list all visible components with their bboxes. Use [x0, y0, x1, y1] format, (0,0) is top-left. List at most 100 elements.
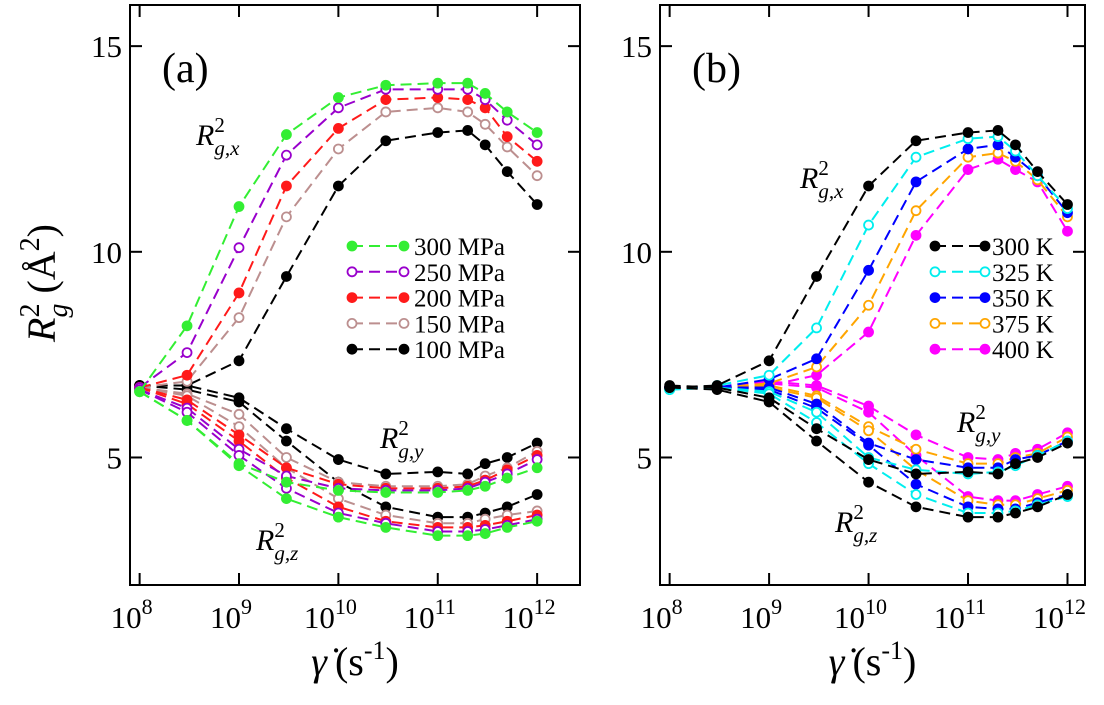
data-point	[1010, 139, 1021, 151]
annotation-part: R	[379, 422, 398, 455]
x-tick-label: 1010	[304, 594, 357, 635]
x-axis-label-part: )	[386, 639, 399, 684]
data-point	[811, 406, 822, 418]
legend-label: 300 MPa	[414, 234, 505, 261]
legend-marker	[979, 343, 991, 355]
data-point	[462, 530, 474, 542]
data-point	[962, 511, 974, 523]
data-point	[432, 102, 444, 114]
data-point	[1032, 452, 1043, 463]
data-point	[863, 326, 874, 338]
data-point	[332, 511, 344, 523]
data-point	[863, 454, 874, 465]
series-line	[139, 388, 538, 492]
data-point	[479, 480, 491, 492]
data-point	[811, 353, 822, 365]
annotation-part: R	[956, 406, 975, 439]
data-point	[332, 484, 344, 496]
data-point	[531, 170, 543, 182]
annotation-part: g,y	[398, 439, 424, 463]
annotation-part: R	[834, 506, 853, 539]
data-point	[432, 530, 444, 542]
data-point	[501, 452, 513, 463]
data-point	[380, 135, 392, 147]
x-tick-label: 1012	[503, 594, 556, 635]
legend-marker	[979, 240, 991, 252]
data-point	[910, 489, 922, 500]
data-point	[910, 468, 922, 480]
x-tick-label: 108	[111, 594, 153, 635]
data-point	[432, 77, 444, 89]
data-point	[332, 180, 344, 192]
legend-marker	[346, 317, 358, 329]
data-point	[233, 408, 245, 420]
x-tick-label-part: 12	[1064, 594, 1086, 619]
legend-marker	[398, 343, 410, 355]
data-point	[479, 118, 491, 130]
data-point	[479, 88, 491, 99]
annotation-part: 2	[214, 113, 225, 137]
data-point	[1062, 225, 1073, 237]
data-point	[811, 322, 822, 334]
data-point	[863, 219, 874, 231]
data-point	[332, 102, 344, 114]
data-point	[910, 443, 922, 455]
annotation: R2 g,y	[379, 416, 424, 463]
annotation-part: 2	[398, 416, 409, 440]
data-point	[1062, 437, 1073, 449]
data-point	[479, 528, 491, 539]
data-point	[432, 127, 444, 138]
data-point	[992, 125, 1004, 136]
data-point	[432, 487, 444, 498]
annotation-part: R	[255, 524, 274, 557]
x-tick-label: 1011	[404, 594, 456, 635]
annotation-part: 2	[818, 156, 829, 180]
annotation-part: g,z	[274, 541, 298, 565]
x-tick-label-part: 10	[740, 600, 771, 635]
series-line	[669, 129, 1069, 389]
data-point	[501, 472, 513, 484]
data-point	[664, 382, 676, 393]
x-axis-label-part: -1	[364, 636, 386, 665]
data-point	[332, 123, 344, 134]
annotation-part: R	[799, 162, 818, 195]
series-line	[139, 106, 538, 389]
x-tick-label-part: 8	[672, 594, 683, 619]
series-line	[139, 384, 538, 475]
data-point	[332, 454, 344, 465]
data-point	[863, 299, 874, 311]
y-axis-label-part: (Å	[19, 251, 64, 293]
x-axis-label-part: (s	[335, 639, 364, 684]
data-point	[992, 468, 1004, 480]
data-point	[181, 320, 193, 332]
y-axis-label: R2g(Å2)	[15, 224, 74, 343]
data-point	[462, 106, 474, 118]
series-line	[139, 390, 538, 537]
data-point	[181, 347, 193, 358]
panel-label: (a)	[162, 46, 209, 92]
annotation-part: g,x	[214, 136, 240, 160]
series-line	[139, 129, 538, 387]
data-point	[910, 478, 922, 490]
plot-frame	[129, 4, 581, 586]
x-tick-label-part: 10	[865, 594, 887, 619]
data-point	[462, 484, 474, 496]
legend-label: 100 MPa	[414, 337, 505, 364]
y-tick-label: 10	[91, 235, 122, 270]
data-point	[479, 139, 491, 151]
data-point	[380, 522, 392, 533]
data-point	[479, 458, 491, 470]
annotation: R2 g,z	[255, 518, 298, 565]
legend-marker	[398, 266, 410, 278]
y-tick-label: 5	[637, 440, 653, 475]
y-tick-label: 5	[107, 440, 123, 475]
legend-label: 325 K	[992, 260, 1054, 287]
data-point	[1032, 166, 1043, 177]
data-point	[380, 106, 392, 118]
data-point	[531, 155, 543, 167]
data-point	[281, 129, 292, 140]
legend-marker	[979, 266, 991, 278]
data-point	[462, 468, 474, 480]
data-point	[531, 515, 543, 527]
